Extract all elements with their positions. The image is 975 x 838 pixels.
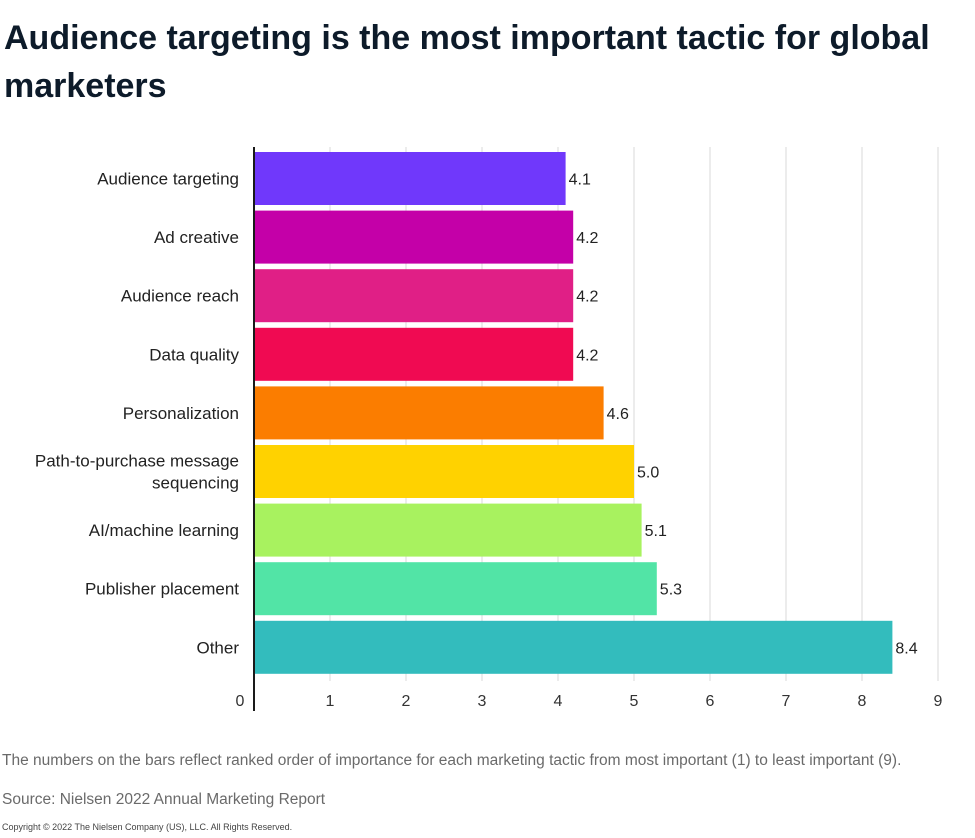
bar	[254, 445, 634, 498]
bars	[254, 152, 893, 674]
bar-chart: Audience targeting Ad creative Audience re…	[35, 147, 943, 711]
x-tick-label: 7	[782, 693, 791, 710]
x-tick-label: 2	[402, 693, 411, 710]
data-label: 4.2	[576, 230, 598, 247]
data-label: 4.2	[576, 347, 598, 364]
category-label: AI/machine learning	[89, 521, 239, 540]
x-tick-label: 3	[478, 693, 487, 710]
bar	[254, 269, 574, 323]
data-label: 5.1	[645, 523, 667, 540]
chart-title: Audience targeting is the most important…	[4, 19, 930, 105]
value-labels: 4.1 4.2 4.2 4.2 4.6 5.0 5.1 5.3 8.4	[569, 172, 918, 658]
x-tick-labels: 0 1 2 3 4 5 6 7 8 9	[236, 693, 943, 710]
category-label: Audience targeting	[97, 170, 239, 189]
category-label: Audience reach	[121, 287, 239, 306]
category-label: Other	[196, 638, 239, 657]
data-label: 4.6	[607, 406, 629, 423]
category-label: Personalization	[123, 404, 239, 423]
bar	[254, 503, 642, 557]
x-tick-label: 9	[934, 693, 943, 710]
bar	[254, 386, 604, 440]
x-tick-label: 5	[630, 693, 639, 710]
data-label: 8.4	[895, 640, 917, 657]
x-tick-label: 4	[554, 693, 563, 710]
data-label: 4.2	[576, 289, 598, 306]
category-label: Path-to-purchase message	[35, 452, 239, 471]
x-tick-label: 6	[706, 693, 715, 710]
bar	[254, 327, 574, 381]
category-label: sequencing	[152, 474, 239, 493]
bar	[254, 210, 574, 264]
x-tick-label: 8	[858, 693, 867, 710]
category-label: Data quality	[149, 345, 239, 364]
chart-note: The numbers on the bars reflect ranked o…	[2, 752, 902, 769]
bar	[254, 152, 566, 205]
chart-source: Source: Nielsen 2022 Annual Marketing Re…	[2, 791, 326, 808]
category-label: Publisher placement	[85, 580, 239, 599]
data-label: 4.1	[569, 172, 591, 189]
x-tick-label: 0	[236, 693, 245, 710]
bar	[254, 562, 657, 616]
data-label: 5.0	[637, 465, 659, 482]
copyright-notice: Copyright © 2022 The Nielsen Company (US…	[2, 822, 293, 832]
data-label: 5.3	[660, 582, 682, 599]
x-tick-label: 1	[326, 693, 335, 710]
category-labels: Audience targeting Ad creative Audience re…	[35, 170, 240, 658]
bar	[254, 620, 893, 674]
category-label: Ad creative	[154, 228, 239, 247]
